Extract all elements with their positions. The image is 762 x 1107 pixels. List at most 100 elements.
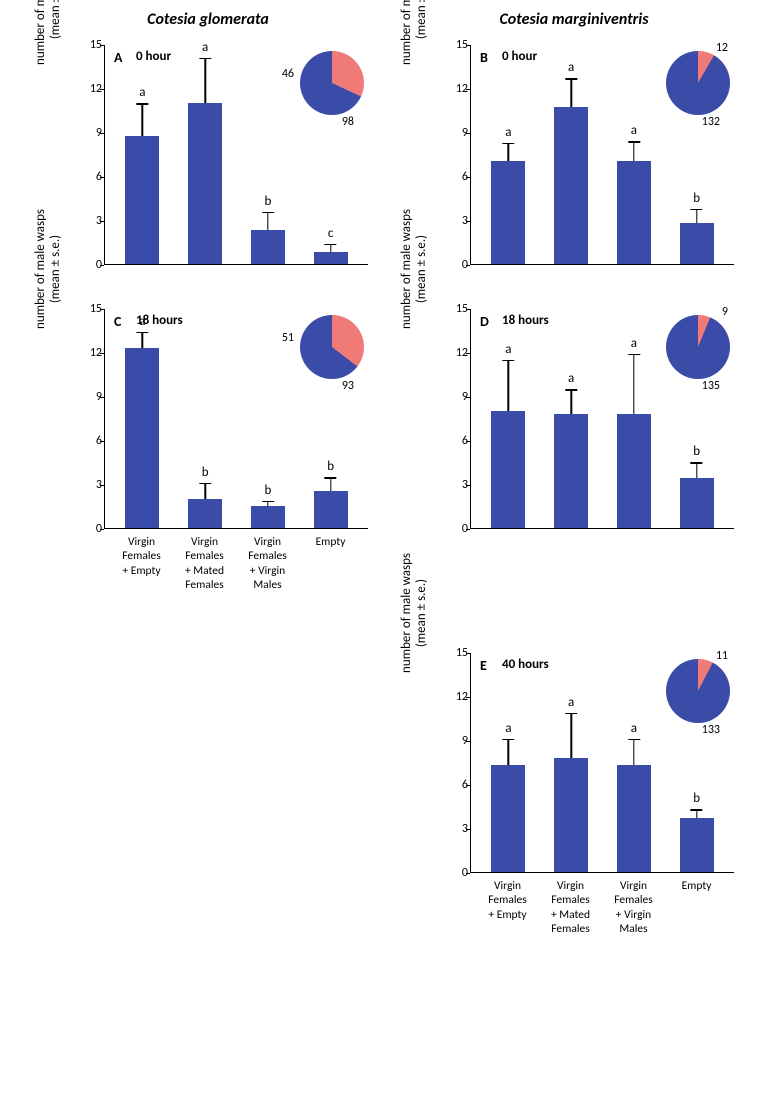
significance-letter: a bbox=[139, 85, 145, 100]
x-category-label: VirginFemales+ VirginMales bbox=[240, 535, 295, 593]
pie-blue-count: 133 bbox=[702, 723, 720, 737]
y-axis-label: number of male wasps(mean ± s.e.) bbox=[34, 189, 64, 349]
bar bbox=[491, 161, 525, 264]
x-category-label: Empty bbox=[669, 879, 724, 937]
bar-group: a bbox=[115, 136, 170, 264]
bar-group: a bbox=[544, 107, 599, 264]
bar bbox=[251, 506, 285, 528]
panel-time-label: 18 hours bbox=[502, 313, 549, 328]
y-axis-label: number of male wasps(mean ± s.e.) bbox=[400, 0, 430, 85]
bar bbox=[314, 252, 348, 264]
bar-group: b bbox=[669, 818, 724, 872]
y-axis-label: number of male wasps(mean ± s.e.) bbox=[400, 189, 430, 349]
significance-letter: a bbox=[568, 695, 574, 710]
panel-time-label: 0 hour bbox=[502, 49, 537, 64]
bar bbox=[125, 136, 159, 264]
pie-blue-count: 132 bbox=[702, 115, 720, 129]
pie-red-count: 12 bbox=[716, 41, 728, 55]
pie-blue-count: 93 bbox=[342, 379, 354, 393]
pie-chart bbox=[666, 51, 730, 115]
panel-time-label: 40 hours bbox=[502, 657, 549, 672]
ytick-label: 15 bbox=[78, 38, 102, 52]
pie-chart bbox=[300, 315, 364, 379]
bar-group: a bbox=[481, 161, 536, 264]
x-category-label: VirginFemales+ MatedFemales bbox=[543, 879, 598, 937]
panel-letter: A bbox=[114, 49, 122, 66]
bar bbox=[617, 161, 651, 264]
bar-group: b bbox=[240, 230, 295, 264]
significance-letter: c bbox=[328, 226, 334, 241]
bar bbox=[554, 107, 588, 264]
bar bbox=[251, 230, 285, 264]
bar-group: a bbox=[115, 348, 170, 528]
pie-red-count: 46 bbox=[282, 67, 294, 81]
ytick-label: 15 bbox=[78, 302, 102, 316]
bar-group: a bbox=[544, 758, 599, 872]
panel-letter: E bbox=[480, 657, 487, 674]
pie-chart bbox=[666, 315, 730, 379]
significance-letter: b bbox=[693, 791, 700, 806]
significance-letter: b bbox=[264, 194, 271, 209]
bar bbox=[617, 765, 651, 872]
bar-group: b bbox=[178, 499, 233, 528]
column-title: Cotesia marginiventris bbox=[406, 10, 742, 35]
bar bbox=[188, 103, 222, 264]
bar bbox=[554, 758, 588, 872]
panel-time-label: 0 hour bbox=[136, 49, 171, 64]
bar-group: c bbox=[303, 252, 358, 264]
significance-letter: b bbox=[693, 191, 700, 206]
bar bbox=[680, 818, 714, 872]
bar bbox=[188, 499, 222, 528]
panel-letter: D bbox=[480, 313, 489, 330]
bar bbox=[491, 765, 525, 872]
bar-group: b bbox=[669, 478, 724, 528]
panel-letter: C bbox=[114, 313, 121, 330]
bar-group: a bbox=[481, 765, 536, 872]
ytick-label: 15 bbox=[444, 38, 468, 52]
bar-group: a bbox=[481, 411, 536, 528]
x-category-label: VirginFemales+ Empty bbox=[480, 879, 535, 937]
bar bbox=[680, 223, 714, 264]
x-category-label: VirginFemales+ MatedFemales bbox=[177, 535, 232, 593]
bar-group: a bbox=[178, 103, 233, 264]
x-category-label: VirginFemales+ VirginMales bbox=[606, 879, 661, 937]
significance-letter: a bbox=[505, 125, 511, 140]
bar-group: a bbox=[606, 161, 661, 264]
bar-group: a bbox=[544, 414, 599, 528]
y-axis-label: number of male wasps(mean ± s.e.) bbox=[34, 0, 64, 85]
bar bbox=[680, 478, 714, 528]
panel-A: number of male wasps(mean ± s.e.)0369121… bbox=[40, 39, 376, 299]
x-category-label: Empty bbox=[303, 535, 358, 593]
pie-blue-count: 135 bbox=[702, 379, 720, 393]
significance-letter: b bbox=[264, 483, 271, 498]
bar bbox=[617, 414, 651, 528]
bar bbox=[491, 411, 525, 528]
significance-letter: b bbox=[327, 459, 334, 474]
panel-letter: B bbox=[480, 49, 488, 66]
y-axis-label: number of male wasps(mean ± s.e.) bbox=[400, 533, 430, 693]
bar-group: a bbox=[606, 414, 661, 528]
pie-red-count: 51 bbox=[282, 331, 294, 345]
column-title: Cotesia glomerata bbox=[40, 10, 376, 35]
bar-group: b bbox=[303, 491, 358, 528]
significance-letter: b bbox=[202, 465, 209, 480]
pie-red-count: 11 bbox=[716, 649, 728, 663]
significance-letter: a bbox=[631, 123, 637, 138]
bar bbox=[125, 348, 159, 528]
bar bbox=[554, 414, 588, 528]
significance-letter: a bbox=[505, 721, 511, 736]
ytick-label: 15 bbox=[444, 302, 468, 316]
panel-D: number of male wasps(mean ± s.e.)0369121… bbox=[406, 303, 742, 563]
panel-time-label: 18 hours bbox=[136, 313, 183, 328]
x-category-label: VirginFemales+ Empty bbox=[114, 535, 169, 593]
bar-group: b bbox=[240, 506, 295, 528]
pie-red-count: 9 bbox=[722, 305, 728, 319]
significance-letter: a bbox=[631, 721, 637, 736]
significance-letter: a bbox=[568, 60, 574, 75]
pie-chart bbox=[666, 659, 730, 723]
bar bbox=[314, 491, 348, 528]
pie-chart bbox=[300, 51, 364, 115]
ytick-label: 15 bbox=[444, 646, 468, 660]
pie-blue-count: 98 bbox=[342, 115, 354, 129]
significance-letter: a bbox=[631, 336, 637, 351]
